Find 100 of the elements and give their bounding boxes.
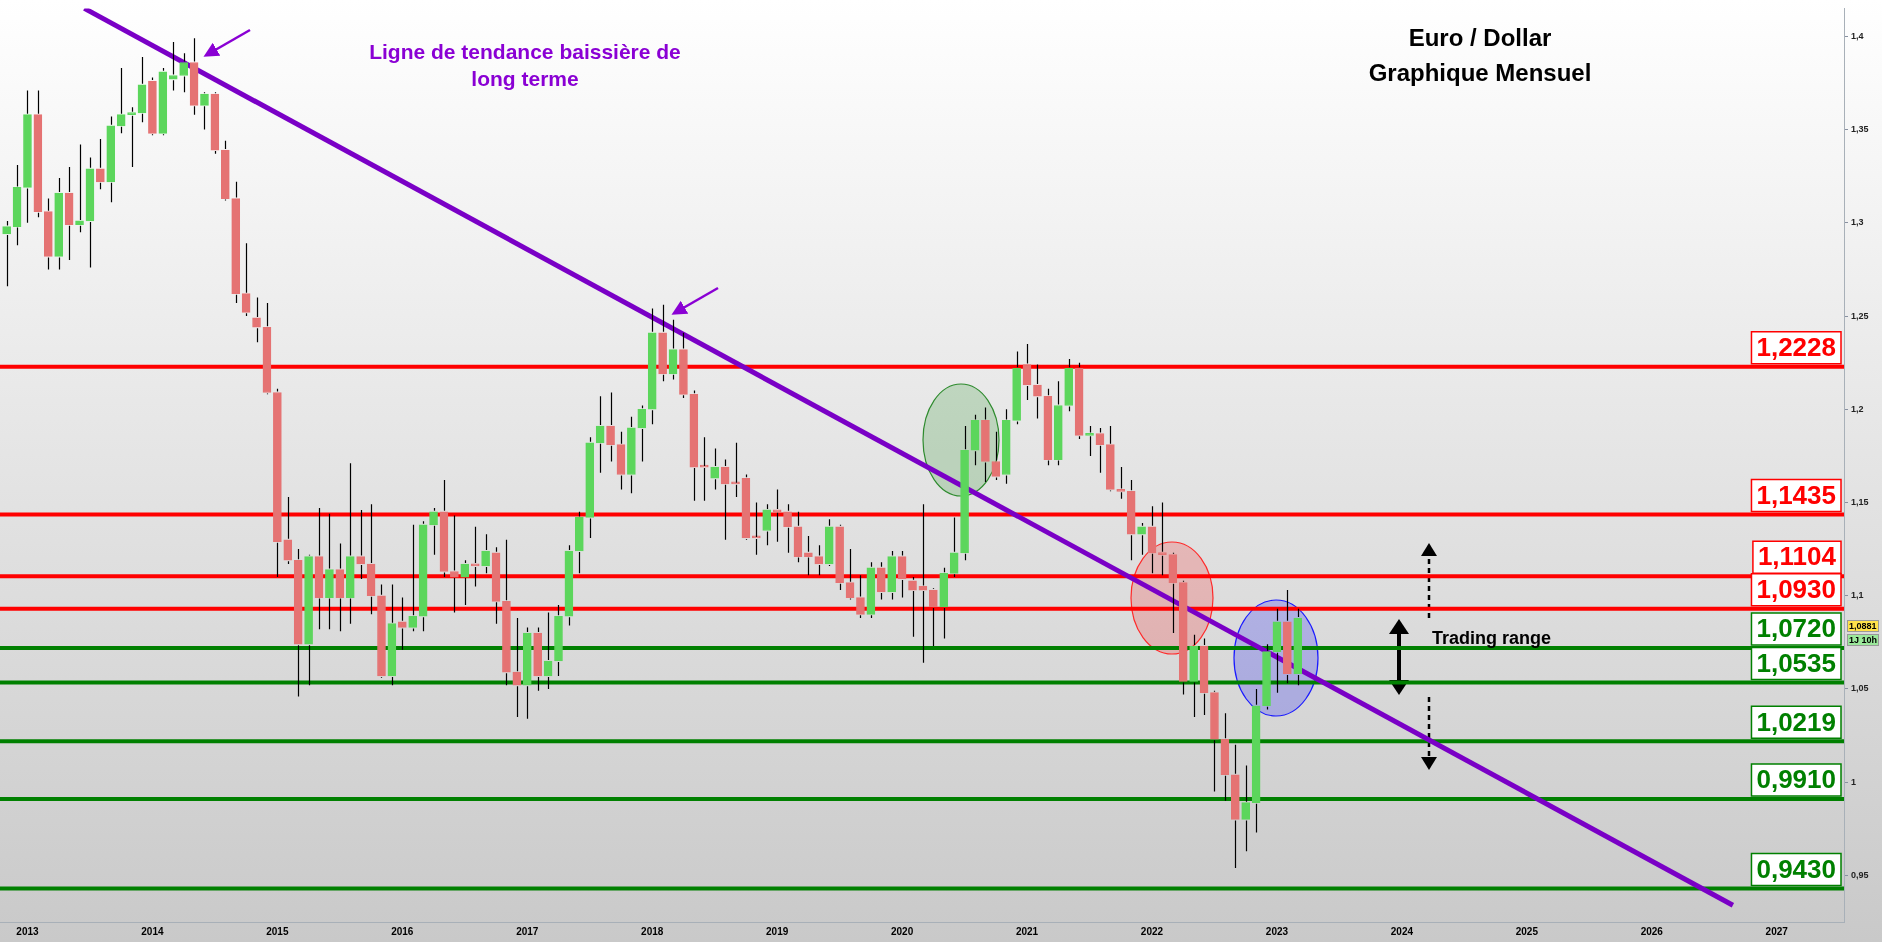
x-tick-label: 2015 [266,925,289,937]
candlestick [168,41,178,92]
candlestick [762,503,772,546]
candlestick [314,507,324,630]
candlestick [106,115,116,203]
x-tick-label: 2024 [1390,925,1414,937]
ref-line-label: 1,0535 [1756,647,1836,678]
ref-line-label: 1,0219 [1756,706,1836,737]
candlestick [856,574,865,619]
ref-line-label: 1,1104 [1757,541,1837,572]
candlestick [23,89,32,224]
x-tick-label: 2018 [641,925,664,937]
candlestick [1095,427,1105,474]
candlestick [273,388,282,578]
candlestick [12,164,22,246]
candlestick [647,307,657,425]
candlestick [200,93,209,131]
candlestick [1053,380,1063,466]
candlestick [1272,608,1282,694]
candlestick [616,431,626,491]
x-tick-label: 2022 [1140,925,1164,937]
candlestick [533,626,542,692]
annotation: Ligne de tendance baissière de long terme [368,39,682,92]
candlestick [450,514,459,614]
candlestick [679,332,688,399]
candlestick [627,416,636,494]
candlestick [54,177,64,271]
y-tick-label: 1,1 [1851,590,1864,601]
candlestick [981,406,990,483]
ref-line-label: 1,0720 [1756,613,1836,644]
text: Euro / Dollar [1407,23,1553,53]
x-tick-label: 2026 [1640,925,1664,937]
ref-line-label: 0,9430 [1756,853,1836,884]
candlestick [970,414,980,466]
candlestick [897,550,907,599]
text: Graphique Mensuel [1367,58,1593,88]
candlestick [43,197,53,271]
ref-line-label: 0,9910 [1756,764,1836,795]
candlestick [564,544,574,627]
candlestick [637,404,647,463]
candlestick [1147,505,1157,574]
text: 1J 10h [1847,634,1880,646]
x-tick-label: 2014 [141,925,164,937]
y-tick-label: 1,15 [1851,496,1869,507]
x-tick-label: 2023 [1265,925,1289,937]
candlestick [814,544,824,576]
candlestick [908,576,917,638]
y-tick-label: 1,35 [1851,124,1869,135]
ref-line-label: 1,1435 [1756,479,1836,510]
candlestick [585,436,595,539]
candlestick [658,304,667,382]
candlestick [1241,764,1251,852]
candlestick [1033,363,1042,420]
candlestick [127,106,136,168]
candlestick [231,181,241,304]
candlestick [991,431,1001,481]
candlestick [252,296,261,343]
candlestick [1158,501,1167,576]
candlestick [502,539,511,686]
text: 1,0881 [1847,620,1879,632]
annotation: Trading range [1432,628,1552,649]
candlestick [1012,350,1021,425]
x-tick-label: 2025 [1515,925,1539,937]
y-tick-label: 1,2 [1851,403,1864,414]
y-tick-label: 1,05 [1851,683,1869,694]
y-tick-label: 1,4 [1851,30,1864,41]
candlestick [345,462,355,625]
candlestick [356,509,365,580]
candlestick [606,391,615,463]
candlestick [554,604,563,677]
candlestick [1189,634,1198,718]
candlestick [1116,466,1126,500]
x-tick-label: 2020 [890,925,914,937]
candlestick [1220,712,1230,802]
y-tick-label: 1 [1851,776,1857,787]
candlestick [1283,589,1292,684]
candlestick [1137,522,1146,556]
candlestick [1230,744,1240,869]
x-tick-label: 2017 [516,925,539,937]
candlestick [2,220,11,287]
ref-line-label: 1,2228 [1756,331,1836,362]
candlestick [283,496,293,565]
candlestick [397,596,407,651]
candlestick [325,513,334,630]
x-tick-label: 2019 [766,925,789,937]
candlestick [574,511,584,574]
candlestick [387,583,397,686]
candlestick [1126,479,1136,561]
candlestick [241,242,251,317]
candlestick [929,589,938,647]
y-tick-label: 1,25 [1851,310,1869,321]
ref-line-label: 1,0930 [1756,573,1836,604]
candlestick [772,488,782,543]
candlestick [491,546,501,625]
candlestick [1085,425,1094,457]
candlestick [1251,688,1261,834]
candlestick [1293,608,1303,686]
candlestick [481,533,490,574]
candlestick [429,507,438,556]
x-tick-label: 2016 [391,925,414,937]
